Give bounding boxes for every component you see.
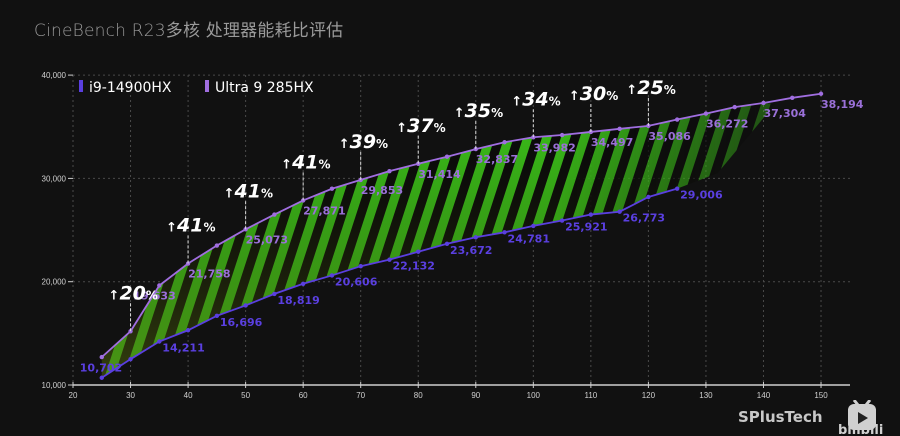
svg-text:30,000: 30,000 <box>42 174 67 183</box>
x-tick-label: 50 <box>241 391 250 400</box>
series-lines <box>99 91 824 380</box>
svg-text:22,132: 22,132 <box>392 260 434 273</box>
x-tick-label: 130 <box>699 391 713 400</box>
axes: 20 30 40 50 60 70 80 90 100 110 120 130 140 150 10,000… <box>42 71 850 400</box>
svg-text:34,497: 34,497 <box>591 136 633 149</box>
svg-text:35,086: 35,086 <box>648 130 691 143</box>
svg-text:24,781: 24,781 <box>508 232 550 245</box>
svg-text:↑20%: ↑20% <box>109 282 158 304</box>
difference-band <box>101 102 775 378</box>
svg-text:19,633: 19,633 <box>133 289 175 302</box>
svg-text:↑25%: ↑25% <box>626 77 675 99</box>
svg-text:37,304: 37,304 <box>763 107 806 120</box>
svg-text:29,006: 29,006 <box>680 189 723 202</box>
svg-text:26,773: 26,773 <box>623 212 665 225</box>
svg-text:↑35%: ↑35% <box>454 100 503 122</box>
chart-title: CineBench R23多核 处理器能耗比评估 <box>34 21 344 41</box>
svg-text:14,211: 14,211 <box>162 342 204 355</box>
svg-text:33,982: 33,982 <box>533 141 575 154</box>
x-tick-label: 30 <box>126 391 135 400</box>
legend: i9-14900HX Ultra 9 285HX <box>79 80 314 96</box>
svg-text:↑37%: ↑37% <box>396 115 445 137</box>
svg-text:38,194: 38,194 <box>821 98 864 111</box>
svg-text:Ultra 9 285HX: Ultra 9 285HX <box>215 80 314 96</box>
svg-text:36,272: 36,272 <box>706 118 748 131</box>
svg-text:↑41%: ↑41% <box>224 180 273 202</box>
x-tick-label: 20 <box>69 391 78 400</box>
x-tick-label: 80 <box>414 391 423 400</box>
svg-text:18,819: 18,819 <box>277 294 319 307</box>
percentage-annotations: ↑20% ↑41% ↑41% ↑41% ↑39% ↑37% ↑35% ↑34% ↑30% ↑25% <box>109 77 676 332</box>
watermark-text: SPlusTech <box>738 408 823 426</box>
svg-text:16,696: 16,696 <box>220 316 263 329</box>
svg-text:23,672: 23,672 <box>450 244 492 257</box>
x-tick-label: 150 <box>814 391 828 400</box>
svg-text:25,073: 25,073 <box>246 233 288 246</box>
svg-text:32,837: 32,837 <box>476 153 518 166</box>
svg-text:↑30%: ↑30% <box>569 83 618 105</box>
data-labels: 10,702 14,211 16,696 18,819 20,606 22,132 23,6… <box>80 98 864 375</box>
x-tick-label: 70 <box>356 391 365 400</box>
svg-text:25,921: 25,921 <box>565 221 607 234</box>
svg-text:bilibili: bilibili <box>838 423 883 436</box>
svg-text:10,702: 10,702 <box>80 362 122 375</box>
svg-text:i9-14900HX: i9-14900HX <box>89 80 172 96</box>
svg-text:31,414: 31,414 <box>418 168 461 181</box>
x-tick-label: 100 <box>527 391 541 400</box>
svg-text:10,000: 10,000 <box>42 381 67 390</box>
x-tick-label: 40 <box>184 391 193 400</box>
x-tick-label: 110 <box>584 391 597 400</box>
svg-text:↑34%: ↑34% <box>511 88 560 110</box>
x-tick-label: 120 <box>642 391 656 400</box>
x-tick-label: 140 <box>757 391 771 400</box>
x-tick-label: 90 <box>471 391 480 400</box>
svg-text:↑41%: ↑41% <box>281 151 330 173</box>
x-tick-label: 60 <box>299 391 308 400</box>
svg-text:20,606: 20,606 <box>335 275 378 288</box>
svg-text:29,853: 29,853 <box>361 184 403 197</box>
svg-text:20,000: 20,000 <box>42 278 67 287</box>
svg-text:27,871: 27,871 <box>303 204 345 217</box>
svg-text:↑41%: ↑41% <box>166 215 215 237</box>
svg-text:21,758: 21,758 <box>188 268 230 281</box>
svg-text:↑39%: ↑39% <box>339 131 388 153</box>
svg-text:40,000: 40,000 <box>42 71 67 80</box>
bilibili-logo-icon: bilibili <box>838 400 883 436</box>
